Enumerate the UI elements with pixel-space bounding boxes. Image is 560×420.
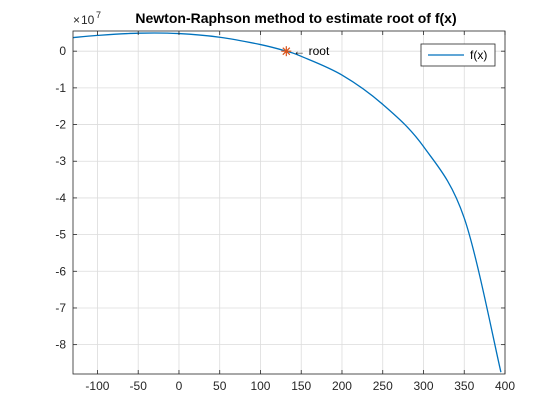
grid bbox=[73, 31, 506, 374]
y-tick-label: -2 bbox=[55, 118, 66, 132]
x-tick-label: 0 bbox=[176, 379, 183, 393]
marker-layer: ← root bbox=[281, 44, 330, 58]
root-annotation: ← root bbox=[293, 44, 330, 58]
y-tick-label: -3 bbox=[55, 154, 66, 168]
y-tick-label: -8 bbox=[55, 338, 66, 352]
curve-layer bbox=[73, 32, 502, 373]
x-tick-label: 200 bbox=[332, 379, 352, 393]
y-tick-label: -6 bbox=[55, 264, 66, 278]
legend-label-fx: f(x) bbox=[470, 48, 487, 62]
x-tick-label: 50 bbox=[213, 379, 227, 393]
root-marker bbox=[281, 46, 292, 57]
x-tick-label: 300 bbox=[413, 379, 433, 393]
y-exponent-times: × bbox=[73, 13, 80, 27]
series-line-fx bbox=[73, 32, 502, 373]
y-tick-label: -7 bbox=[55, 301, 66, 315]
x-tick-label: 250 bbox=[373, 379, 393, 393]
y-tick-label: -4 bbox=[55, 191, 66, 205]
legend: f(x) bbox=[420, 43, 496, 67]
axes-box bbox=[72, 30, 506, 375]
x-tick-label: 150 bbox=[291, 379, 311, 393]
tick-labels: -100 -50 0 50 100 150 200 250 300 350 400 0 -1 -2 -3 -4… bbox=[55, 44, 515, 393]
y-exponent-base: 10 bbox=[81, 13, 95, 27]
y-tick-label: 0 bbox=[59, 44, 66, 58]
x-tick-label: 400 bbox=[495, 379, 515, 393]
y-exponent: × 10 7 bbox=[73, 10, 101, 27]
y-exponent-power: 7 bbox=[96, 10, 101, 20]
y-tick-label: -5 bbox=[55, 228, 66, 242]
x-tick-label: -50 bbox=[130, 379, 148, 393]
x-tick-label: 100 bbox=[250, 379, 270, 393]
axes bbox=[72, 30, 506, 375]
chart-title: Newton-Raphson method to estimate root o… bbox=[135, 10, 456, 26]
y-tick-label: -1 bbox=[55, 81, 66, 95]
x-tick-label: 350 bbox=[454, 379, 474, 393]
x-tick-label: -100 bbox=[85, 379, 109, 393]
